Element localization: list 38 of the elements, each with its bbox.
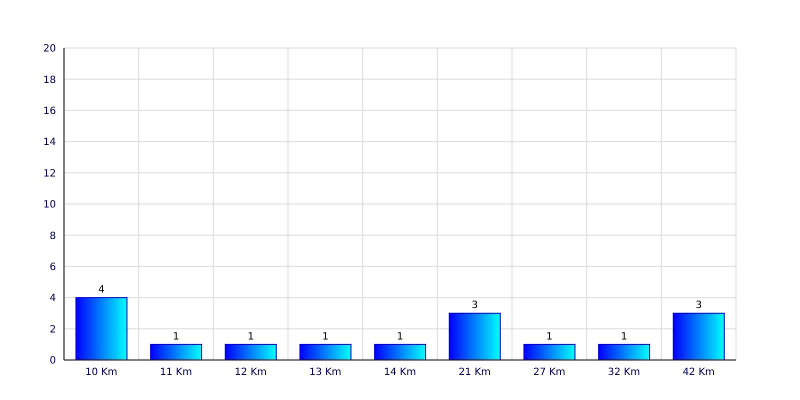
x-tick-label: 27 Km [533, 367, 566, 378]
y-tick-label: 16 [43, 106, 56, 117]
data-label: 1 [396, 331, 404, 342]
bar [150, 344, 202, 360]
data-label: 1 [322, 331, 329, 342]
x-tick-label: 14 Km [384, 367, 416, 378]
y-tick-label: 8 [50, 230, 56, 242]
y-tick-label: 0 [50, 356, 56, 367]
x-tick-label: 11 Km [160, 367, 192, 378]
x-tick-label: 12 Km [234, 367, 267, 378]
data-label: 1 [172, 331, 180, 342]
y-tick-label: 18 [43, 74, 56, 86]
y-tick-label: 14 [43, 137, 56, 148]
y-tick-label: 2 [50, 324, 56, 336]
data-label: 3 [696, 300, 702, 312]
y-tick-label: 6 [50, 262, 56, 273]
data-label: 1 [620, 331, 628, 342]
data-label: 1 [546, 331, 553, 342]
data-label: 1 [248, 331, 254, 342]
x-tick-label: 21 Km [458, 367, 491, 378]
y-tick-label: 12 [43, 168, 56, 180]
data-label: 4 [98, 284, 105, 296]
y-tick-label: 10 [43, 200, 56, 211]
y-tick-label: 20 [43, 44, 56, 55]
x-tick-label: 10 Km [85, 367, 118, 378]
bar [75, 297, 128, 360]
bar [299, 344, 352, 360]
x-tick-label: 42 Km [682, 367, 715, 378]
x-tick-label: 32 Km [608, 367, 640, 378]
bar [224, 344, 277, 360]
bar [448, 312, 501, 360]
x-tick-label: 13 Km [309, 367, 342, 378]
y-tick-label: 4 [50, 293, 56, 304]
bar [672, 312, 725, 360]
bar [374, 344, 426, 360]
bar [523, 344, 576, 360]
data-label: 3 [472, 300, 478, 312]
bar [598, 344, 650, 360]
